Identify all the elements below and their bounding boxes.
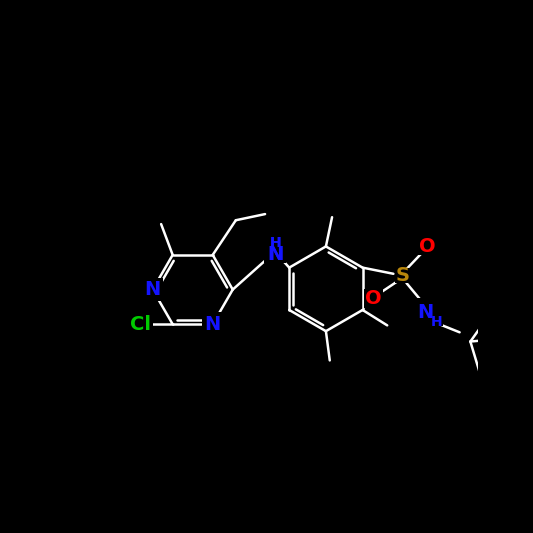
Text: S: S: [395, 266, 410, 285]
Text: N: N: [205, 315, 221, 334]
FancyBboxPatch shape: [364, 289, 383, 308]
Text: O: O: [419, 237, 435, 255]
Text: N: N: [267, 245, 283, 264]
Text: O: O: [365, 289, 382, 308]
FancyBboxPatch shape: [414, 298, 443, 326]
Text: N: N: [144, 280, 161, 299]
FancyBboxPatch shape: [418, 237, 437, 255]
Text: H: H: [269, 236, 281, 249]
Text: N: N: [417, 303, 434, 322]
FancyBboxPatch shape: [264, 236, 286, 263]
Text: N: N: [267, 245, 283, 264]
Text: H: H: [269, 236, 281, 249]
Text: H: H: [431, 314, 442, 328]
Text: Cl: Cl: [130, 315, 151, 334]
FancyBboxPatch shape: [395, 268, 410, 283]
